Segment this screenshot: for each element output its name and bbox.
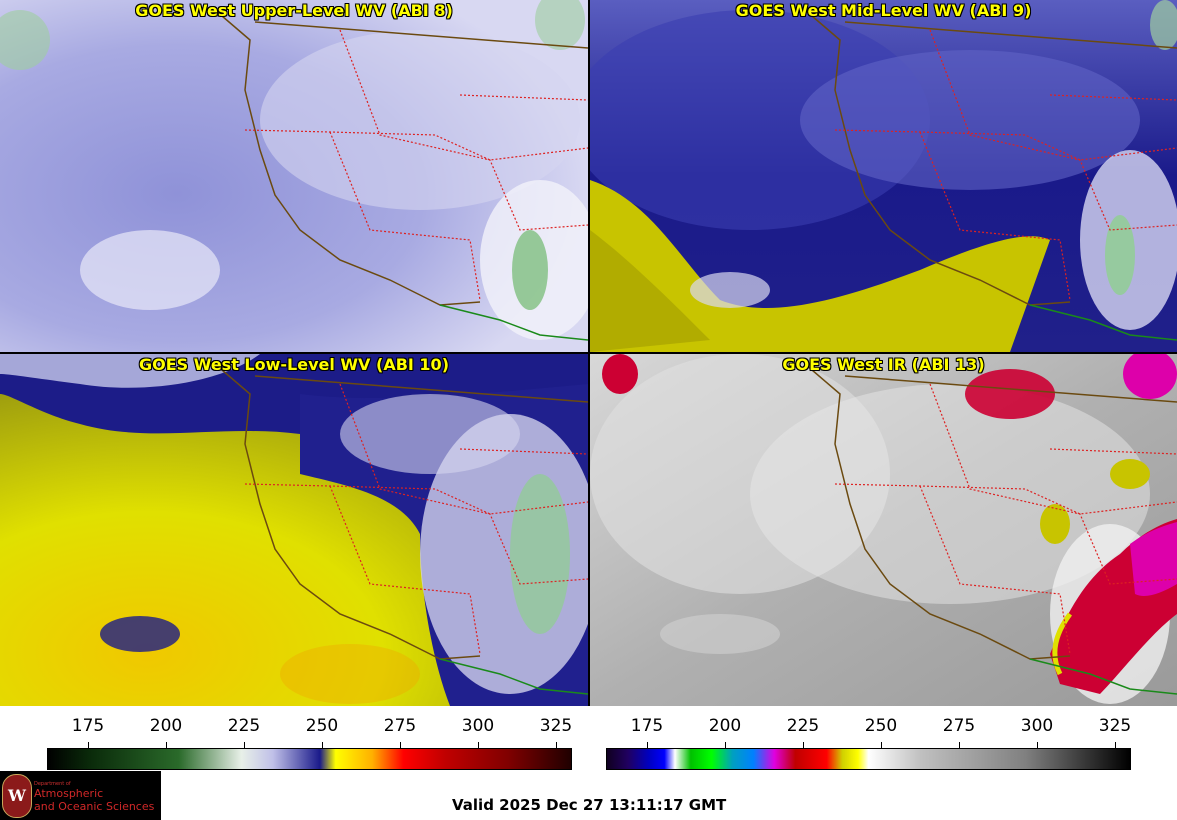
uw-seal-icon: W bbox=[2, 774, 32, 818]
logo-department: Department of bbox=[34, 781, 71, 787]
tick-label: 275 bbox=[383, 716, 417, 736]
tick-label: 200 bbox=[149, 716, 183, 736]
panel-title: GOES West Upper-Level WV (ABI 8) bbox=[135, 1, 453, 20]
panel-title: GOES West Mid-Level WV (ABI 9) bbox=[735, 1, 1032, 20]
valid-time: Valid 2025 Dec 27 13:11:17 GMT bbox=[452, 796, 727, 814]
tick-label: 175 bbox=[71, 716, 105, 736]
mid-wv-image bbox=[590, 0, 1177, 352]
tick-label: 225 bbox=[786, 716, 820, 736]
panel-mid-level-wv: GOES West Mid-Level WV (ABI 9) bbox=[590, 0, 1177, 352]
ir-image bbox=[590, 354, 1177, 706]
ir-colorbar-ticks: 175 200 225 250 275 300 325 bbox=[606, 716, 1132, 748]
panel-divider-horizontal bbox=[0, 352, 1177, 354]
wv-colorbar-ticks: 175 200 225 250 275 300 325 bbox=[47, 716, 573, 748]
tick-label: 225 bbox=[227, 716, 261, 736]
wv-colorbar bbox=[47, 748, 572, 770]
panel-upper-level-wv: GOES West Upper-Level WV (ABI 8) bbox=[0, 0, 588, 352]
panel-title: GOES West IR (ABI 13) bbox=[782, 355, 985, 374]
logo-line1: Atmospheric bbox=[34, 787, 104, 800]
panel-ir: GOES West IR (ABI 13) bbox=[590, 354, 1177, 706]
tick-label: 300 bbox=[1020, 716, 1054, 736]
tick-label: 200 bbox=[708, 716, 742, 736]
ir-colorbar bbox=[606, 748, 1131, 770]
tick-label: 300 bbox=[461, 716, 495, 736]
panel-title: GOES West Low-Level WV (ABI 10) bbox=[138, 355, 449, 374]
logo-line2: and Oceanic Sciences bbox=[34, 800, 155, 813]
low-wv-image bbox=[0, 354, 588, 706]
panel-low-level-wv: GOES West Low-Level WV (ABI 10) bbox=[0, 354, 588, 706]
tick-label: 250 bbox=[305, 716, 339, 736]
upper-wv-image bbox=[0, 0, 588, 352]
tick-label: 325 bbox=[1098, 716, 1132, 736]
tick-label: 250 bbox=[864, 716, 898, 736]
tick-label: 275 bbox=[942, 716, 976, 736]
uw-aos-logo: W Department of Atmospheric and Oceanic … bbox=[0, 771, 161, 820]
tick-label: 175 bbox=[630, 716, 664, 736]
tick-label: 325 bbox=[539, 716, 573, 736]
